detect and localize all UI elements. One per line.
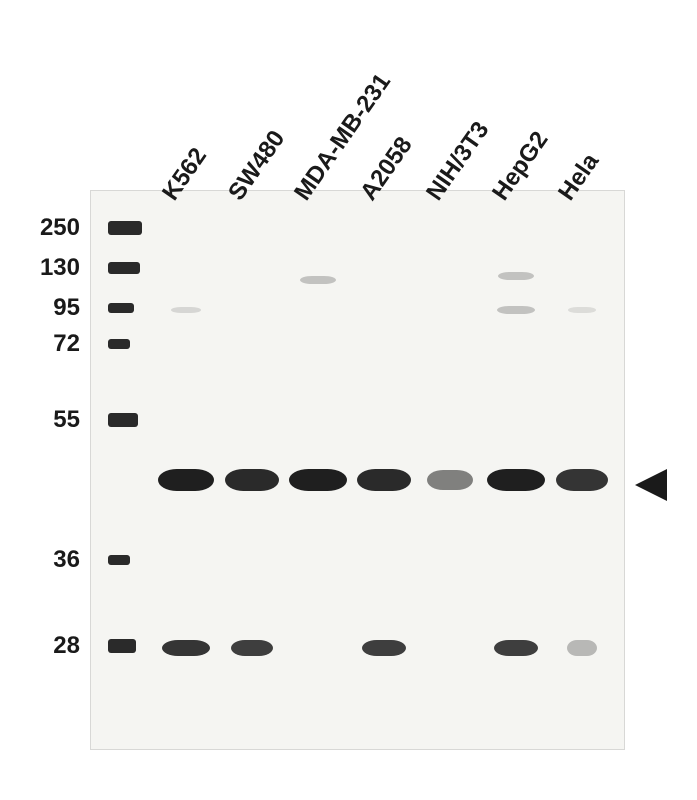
protein-band-main <box>556 469 608 490</box>
protein-band-faint <box>171 307 201 313</box>
mw-label: 95 <box>53 294 80 322</box>
mw-label: 55 <box>53 406 80 434</box>
protein-band-faint <box>568 307 596 313</box>
protein-band-secondary <box>494 640 538 656</box>
protein-band-main <box>487 469 545 491</box>
mw-marker-band <box>108 639 136 653</box>
mw-marker-band <box>108 413 138 427</box>
protein-band-main <box>427 470 473 489</box>
mw-marker-band <box>108 303 134 313</box>
protein-band-secondary <box>362 640 406 656</box>
target-band-arrow-icon <box>635 469 667 501</box>
mw-label: 72 <box>53 330 80 358</box>
protein-band-main <box>357 469 411 491</box>
protein-band-faint <box>498 272 534 280</box>
mw-label: 28 <box>53 632 80 660</box>
protein-band-main <box>225 469 279 491</box>
mw-marker-band <box>108 221 142 235</box>
protein-band-faint <box>300 276 336 284</box>
figure-container: 2501309572553628 K562SW480MDA-MB-231A205… <box>0 0 697 800</box>
mw-label: 36 <box>53 546 80 574</box>
mw-label: 250 <box>40 214 80 242</box>
protein-band-main <box>158 469 214 491</box>
mw-marker-band <box>108 339 130 349</box>
mw-marker-band <box>108 555 130 565</box>
mw-marker-band <box>108 262 140 274</box>
protein-band-main <box>289 469 347 491</box>
protein-band-secondary <box>162 640 210 656</box>
mw-label: 130 <box>40 254 80 282</box>
protein-band-secondary <box>567 640 597 656</box>
protein-band-secondary <box>231 640 273 656</box>
protein-band-faint <box>497 306 535 314</box>
